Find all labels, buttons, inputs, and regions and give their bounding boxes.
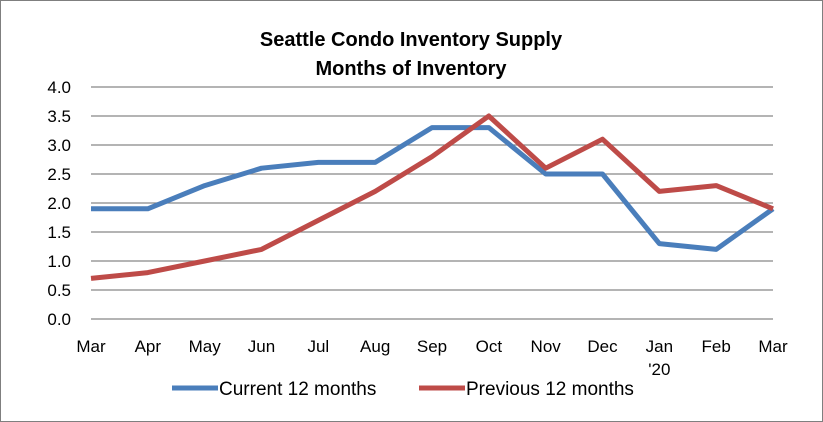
y-tick-label: 0.0 — [47, 310, 71, 329]
y-tick-label: 4.0 — [47, 78, 71, 97]
chart-title: Seattle Condo Inventory Supply — [260, 29, 563, 51]
x-tick-label: Mar — [758, 337, 788, 356]
y-tick-label: 2.5 — [47, 165, 71, 184]
x-tick-label: Dec — [587, 337, 618, 356]
x-tick-label: Jul — [307, 337, 329, 356]
y-tick-label: 2.0 — [47, 194, 71, 213]
x-tick-label: Feb — [702, 337, 731, 356]
x-tick-label: May — [189, 337, 222, 356]
series-line-1 — [91, 125, 775, 252]
legend-label-1: Current 12 months — [219, 379, 376, 400]
y-tick-label: 1.0 — [47, 252, 71, 271]
chart-subtitle: Months of Inventory — [315, 58, 507, 80]
grid-lines — [91, 86, 773, 320]
series-line-2 — [90, 113, 774, 281]
x-tick-label: Sep — [417, 337, 447, 356]
y-tick-label: 1.5 — [47, 223, 71, 242]
x-axis-tick-labels: Mar Apr May Jun Jul Aug Sep Oct Nov Dec Jan '20 Feb M… — [76, 337, 788, 379]
y-tick-label: 0.5 — [47, 281, 71, 300]
x-tick-label: Jun — [248, 337, 275, 356]
legend-label-2: Previous 12 months — [466, 379, 634, 400]
series-lines — [90, 113, 775, 281]
y-axis-tick-labels: 0.0 0.5 1.0 1.5 2.0 2.5 3.0 3.5 4.0 — [47, 78, 71, 329]
x-tick-label: Mar — [76, 337, 106, 356]
x-tick-label: Oct — [476, 337, 503, 356]
y-tick-label: 3.5 — [47, 107, 71, 126]
x-tick-label: Jan — [646, 337, 673, 356]
legend: Current 12 months Previous 12 months — [172, 379, 634, 400]
x-tick-label: Aug — [360, 337, 390, 356]
x-tick-label: Apr — [135, 337, 162, 356]
y-tick-label: 3.0 — [47, 136, 71, 155]
x-tick-label: Nov — [531, 337, 562, 356]
x-tick-sublabel: '20 — [648, 360, 670, 379]
